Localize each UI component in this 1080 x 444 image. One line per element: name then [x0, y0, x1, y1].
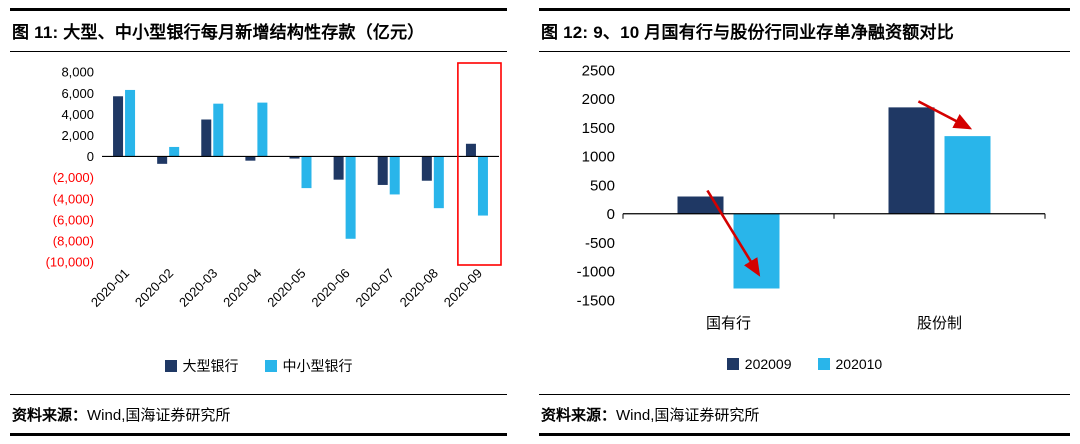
svg-text:1000: 1000	[582, 149, 615, 166]
svg-text:(4,000): (4,000)	[53, 191, 94, 206]
svg-text:2020-01: 2020-01	[88, 266, 132, 310]
legend-label-large-banks: 大型银行	[182, 358, 239, 374]
legend-item-large-banks: 大型银行	[164, 356, 239, 376]
svg-text:-1500: -1500	[577, 292, 615, 309]
figure-11-legend: 大型银行 中小型银行	[10, 356, 507, 376]
svg-text:国有行: 国有行	[706, 315, 751, 332]
legend-swatch-large-banks	[164, 360, 177, 372]
source-label: 资料来源：	[541, 407, 617, 424]
legend-swatch-202009	[726, 358, 739, 370]
source-text: Wind,国海证券研究所	[616, 407, 760, 424]
source-label: 资料来源：	[12, 407, 88, 424]
svg-text:500: 500	[590, 177, 615, 194]
svg-text:股份制: 股份制	[917, 315, 962, 332]
svg-text:2020-06: 2020-06	[308, 266, 352, 310]
legend-item-202010: 202010	[817, 356, 883, 372]
svg-text:0: 0	[607, 206, 615, 223]
svg-text:2000: 2000	[582, 91, 615, 108]
svg-text:0: 0	[87, 149, 94, 164]
svg-text:2020-08: 2020-08	[397, 266, 441, 310]
legend-label-202009: 202009	[744, 356, 792, 372]
svg-text:2020-02: 2020-02	[132, 266, 176, 310]
svg-text:2020-05: 2020-05	[264, 266, 308, 310]
svg-text:(6,000): (6,000)	[53, 212, 94, 227]
svg-text:2500: 2500	[582, 62, 615, 79]
svg-text:(10,000): (10,000)	[46, 255, 94, 270]
ncd-net-financing-bar-chart: 2500 2000 1500 1000 500 0 -500 -1000 -1500 国有行 股份制	[577, 62, 1046, 332]
svg-text:-500: -500	[585, 235, 615, 252]
legend-label-202010: 202010	[835, 356, 883, 372]
figure-12-legend: 202009 202010	[539, 356, 1070, 372]
svg-text:4,000: 4,000	[61, 107, 94, 122]
figure-11-panel: 图 11: 大型、中小型银行每月新增结构性存款（亿元） 8,000 6,000 4,…	[10, 8, 507, 436]
svg-text:2020-03: 2020-03	[176, 266, 220, 310]
legend-swatch-202010	[817, 358, 830, 370]
svg-text:(8,000): (8,000)	[53, 234, 94, 249]
legend-item-smid-banks: 中小型银行	[264, 356, 353, 376]
legend-swatch-smid-banks	[264, 360, 277, 372]
svg-text:2,000: 2,000	[61, 128, 94, 143]
svg-text:8,000: 8,000	[61, 65, 94, 80]
svg-text:1500: 1500	[582, 120, 615, 137]
svg-text:2020-09: 2020-09	[441, 266, 485, 310]
legend-label-smid-banks: 中小型银行	[282, 358, 353, 374]
figure-11-title: 图 11: 大型、中小型银行每月新增结构性存款（亿元）	[10, 8, 507, 52]
svg-text:2020-04: 2020-04	[220, 266, 264, 310]
svg-text:2020-07: 2020-07	[352, 266, 396, 310]
figure-12-source: 资料来源：Wind,国海证券研究所	[539, 394, 1070, 436]
svg-text:6,000: 6,000	[61, 86, 94, 101]
figure-11-source: 资料来源：Wind,国海证券研究所	[10, 394, 507, 436]
figure-12-title: 图 12: 9、10 月国有行与股份行同业存单净融资额对比	[539, 8, 1070, 52]
structural-deposits-bar-chart: 8,000 6,000 4,000 2,000 0 (2,000) (4,000) (6,00…	[46, 62, 502, 310]
svg-text:(2,000): (2,000)	[53, 170, 94, 185]
legend-item-202009: 202009	[726, 356, 792, 372]
svg-text:-1000: -1000	[577, 264, 615, 281]
source-text: Wind,国海证券研究所	[87, 407, 231, 424]
figure-12-panel: 图 12: 9、10 月国有行与股份行同业存单净融资额对比 2500 2000 15…	[539, 8, 1070, 436]
